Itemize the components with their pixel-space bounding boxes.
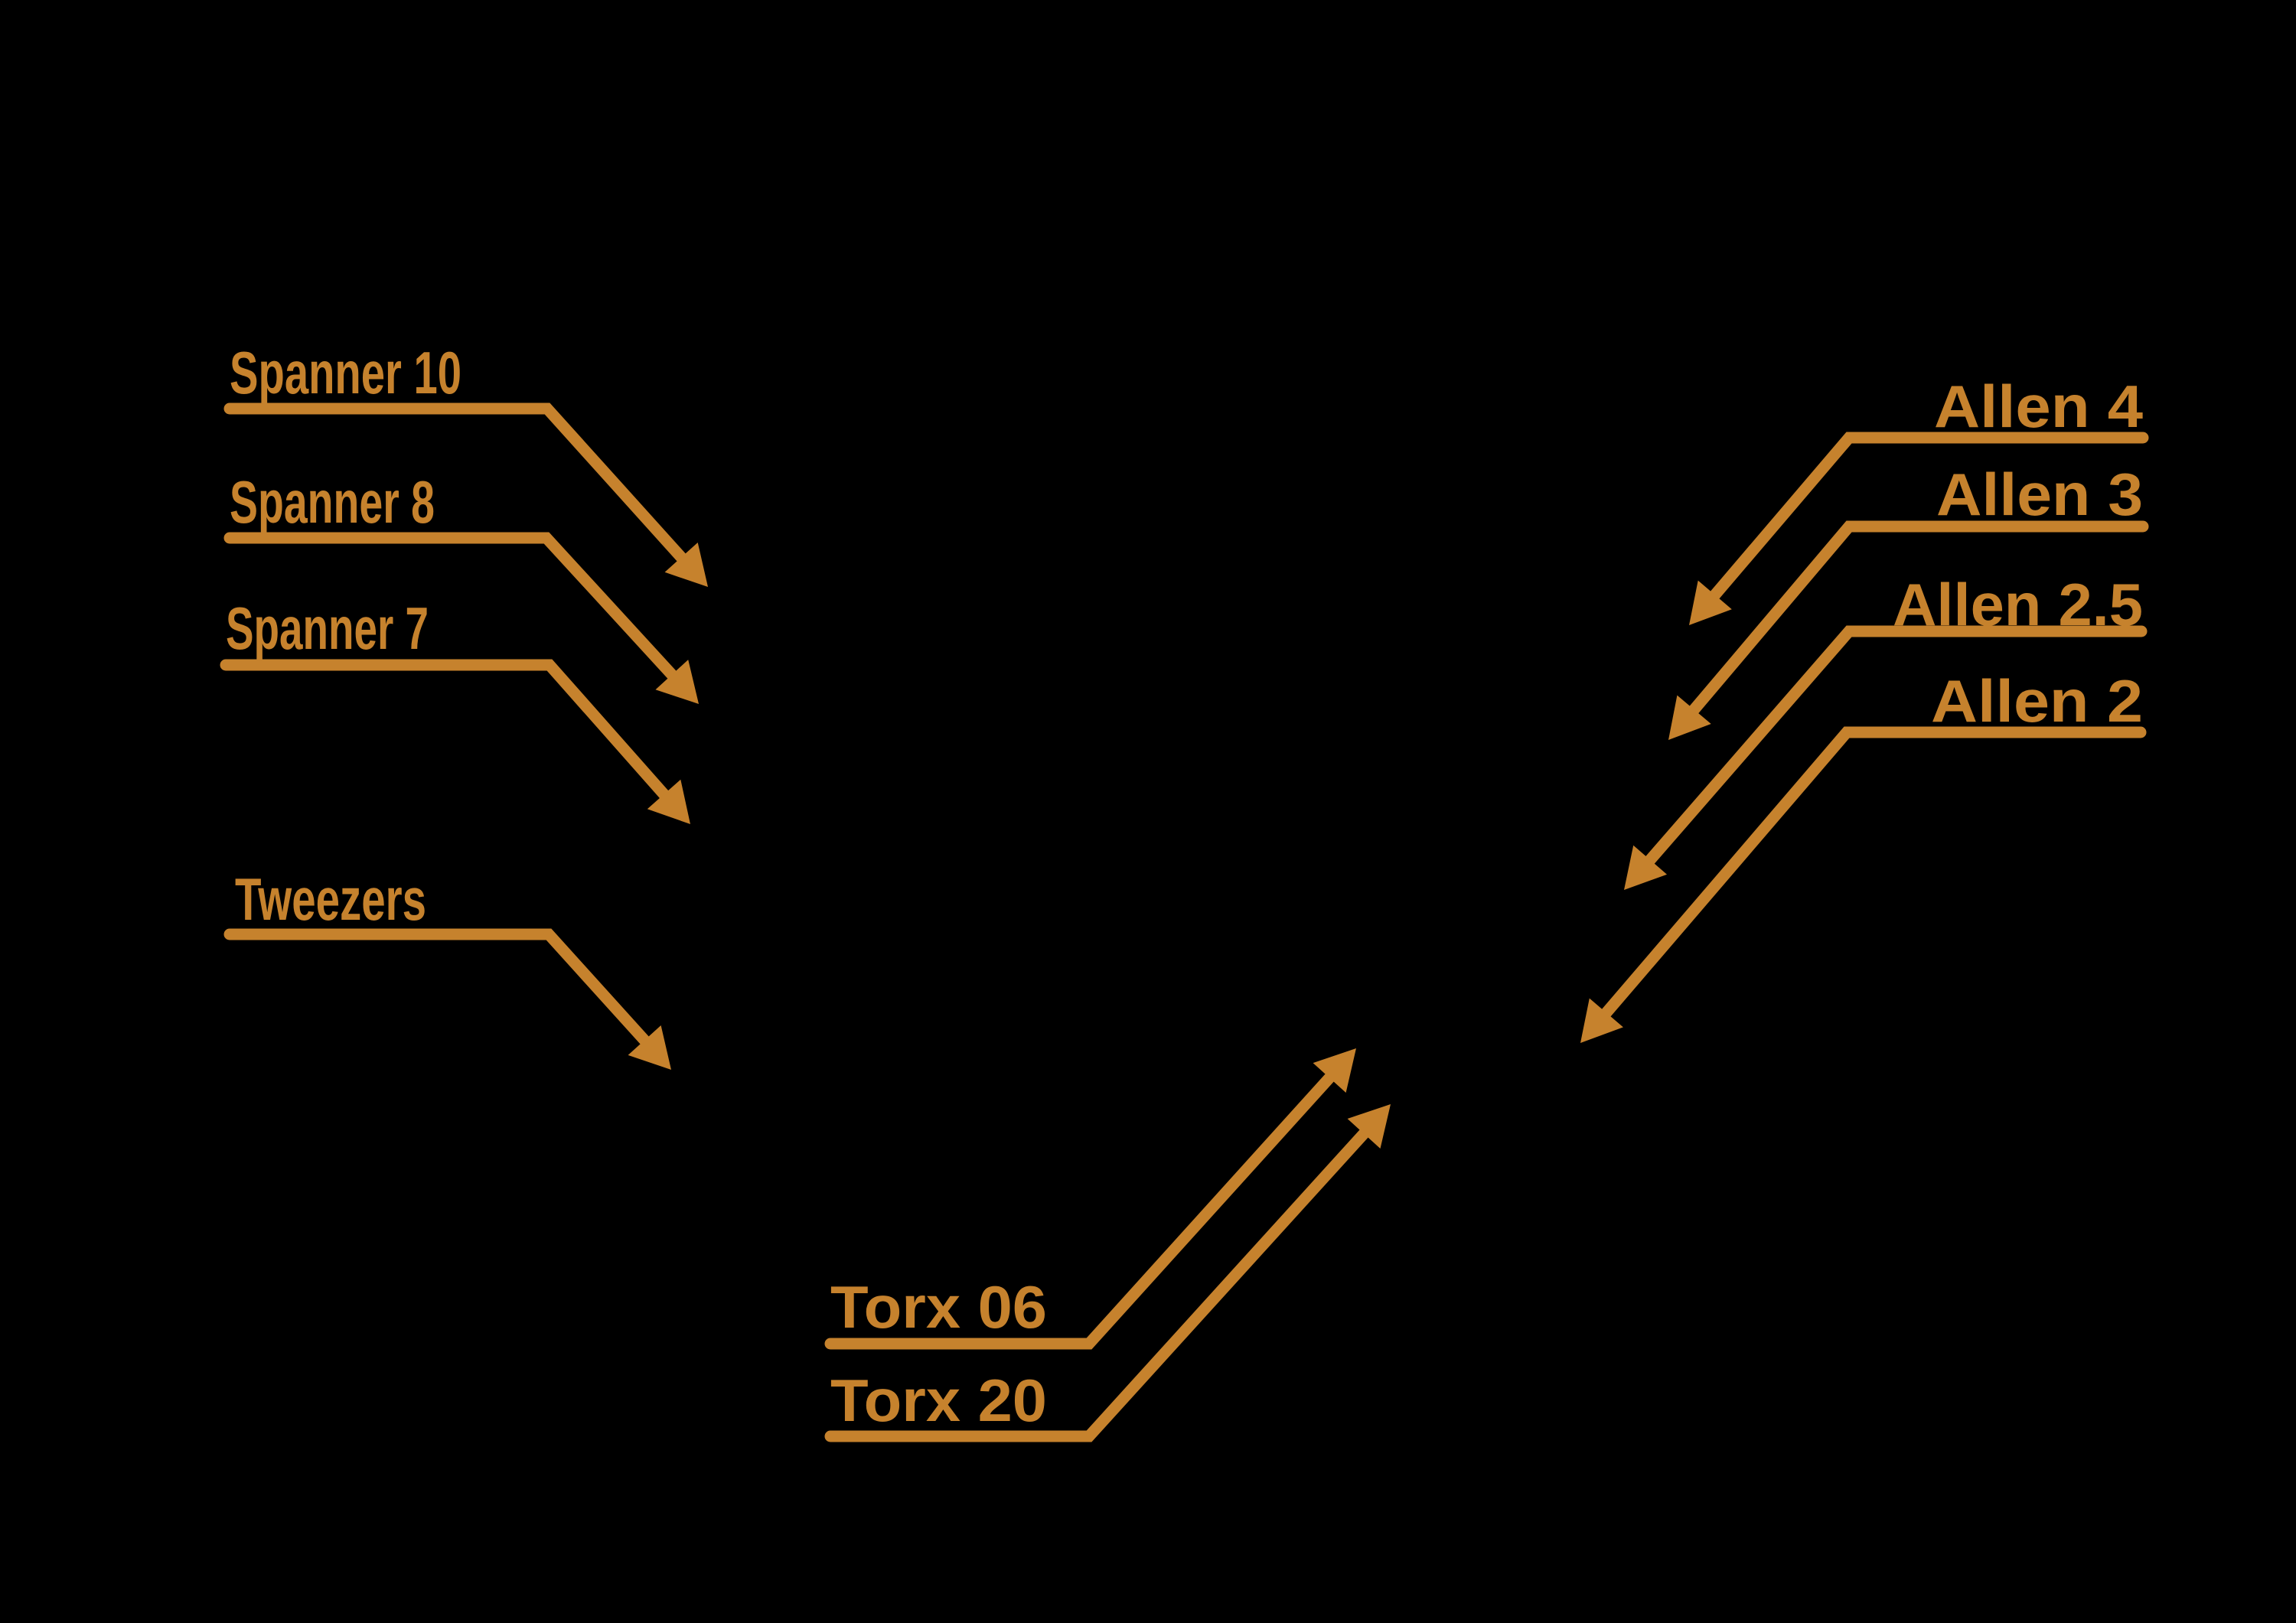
callout-leader-line xyxy=(1705,432,2149,605)
callout-leader-line xyxy=(220,659,674,805)
callout-leader-line xyxy=(1596,726,2147,1024)
callout-arrowhead xyxy=(1580,998,1623,1043)
callout-spanner-7: Spanner 7 xyxy=(220,595,690,824)
callout-arrowhead xyxy=(1313,1048,1356,1093)
callout-label-allen-4: Allen 4 xyxy=(1934,373,2143,440)
callout-arrowhead xyxy=(1624,845,1667,890)
callout-label-spanner-8: Spanner 8 xyxy=(230,468,435,536)
callout-arrowhead xyxy=(628,1025,671,1070)
callout-label-allen-3: Allen 3 xyxy=(1936,461,2143,528)
callout-allen-3: Allen 3 xyxy=(1668,461,2149,740)
callout-arrowhead xyxy=(647,779,690,824)
callout-tweezers: Tweezers xyxy=(223,865,671,1070)
callout-torx-06: Torx 06 xyxy=(824,1048,1356,1350)
callout-leader-line xyxy=(1684,520,2149,720)
callout-leader-line xyxy=(223,402,691,568)
callout-allen-2: Allen 2 xyxy=(1580,667,2147,1043)
callout-label-allen-2: Allen 2 xyxy=(1931,667,2143,735)
callout-leader-line xyxy=(223,532,682,686)
callout-label-allen-2-5: Allen 2.5 xyxy=(1893,571,2143,638)
callout-label-torx-06: Torx 06 xyxy=(830,1273,1047,1341)
callout-label-spanner-10: Spanner 10 xyxy=(230,339,461,406)
callout-leader-line xyxy=(223,928,654,1051)
callout-arrowhead xyxy=(655,660,699,704)
callout-label-tweezers: Tweezers xyxy=(235,865,426,933)
callout-allen-4: Allen 4 xyxy=(1689,373,2149,625)
callout-spanner-8: Spanner 8 xyxy=(223,468,699,704)
callout-arrowhead xyxy=(1668,695,1711,740)
callout-arrowhead xyxy=(1689,580,1732,625)
callout-arrowhead xyxy=(1347,1104,1391,1149)
callout-spanner-10: Spanner 10 xyxy=(223,339,708,587)
callout-leader-line xyxy=(824,1067,1339,1350)
callout-arrowhead xyxy=(664,543,708,587)
callout-leader-line xyxy=(824,1123,1374,1442)
callout-allen-2-5: Allen 2.5 xyxy=(1624,571,2148,890)
callout-label-spanner-7: Spanner 7 xyxy=(226,595,429,662)
callout-leader-line xyxy=(1640,625,2148,871)
callout-torx-20: Torx 20 xyxy=(824,1104,1391,1442)
callout-label-torx-20: Torx 20 xyxy=(830,1367,1047,1434)
